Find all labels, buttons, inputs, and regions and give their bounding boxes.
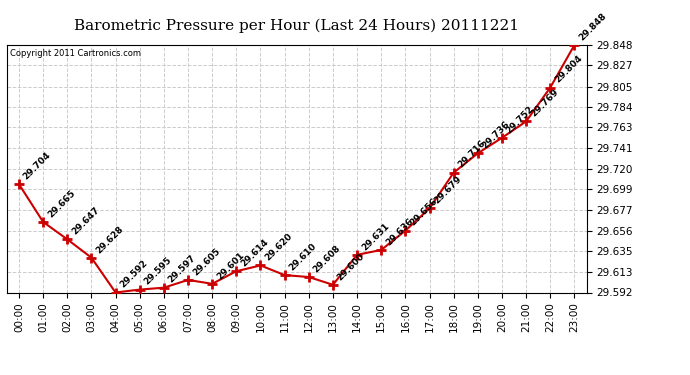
Text: 29.752: 29.752 <box>505 104 535 135</box>
Text: 29.592: 29.592 <box>119 259 149 290</box>
Text: 29.595: 29.595 <box>143 256 173 287</box>
Text: 29.610: 29.610 <box>288 242 318 272</box>
Text: 29.736: 29.736 <box>481 120 511 150</box>
Text: Copyright 2011 Cartronics.com: Copyright 2011 Cartronics.com <box>10 49 141 58</box>
Text: 29.704: 29.704 <box>22 150 52 182</box>
Text: 29.628: 29.628 <box>95 224 125 255</box>
Text: 29.608: 29.608 <box>312 243 342 274</box>
Text: Barometric Pressure per Hour (Last 24 Hours) 20111221: Barometric Pressure per Hour (Last 24 Ho… <box>75 19 519 33</box>
Text: 29.665: 29.665 <box>46 188 77 219</box>
Text: 29.679: 29.679 <box>433 174 464 206</box>
Text: 29.716: 29.716 <box>457 139 487 170</box>
Text: 29.647: 29.647 <box>70 206 101 237</box>
Text: 29.848: 29.848 <box>578 11 608 42</box>
Text: 29.620: 29.620 <box>264 232 294 262</box>
Text: 29.656: 29.656 <box>408 197 439 228</box>
Text: 29.769: 29.769 <box>529 87 560 118</box>
Text: 29.614: 29.614 <box>239 237 270 268</box>
Text: 29.601: 29.601 <box>215 250 246 281</box>
Text: 29.597: 29.597 <box>167 254 198 285</box>
Text: 29.636: 29.636 <box>384 216 415 247</box>
Text: 29.631: 29.631 <box>360 221 391 252</box>
Text: 29.605: 29.605 <box>191 246 221 277</box>
Text: 29.804: 29.804 <box>553 54 584 85</box>
Text: 29.600: 29.600 <box>336 251 366 282</box>
